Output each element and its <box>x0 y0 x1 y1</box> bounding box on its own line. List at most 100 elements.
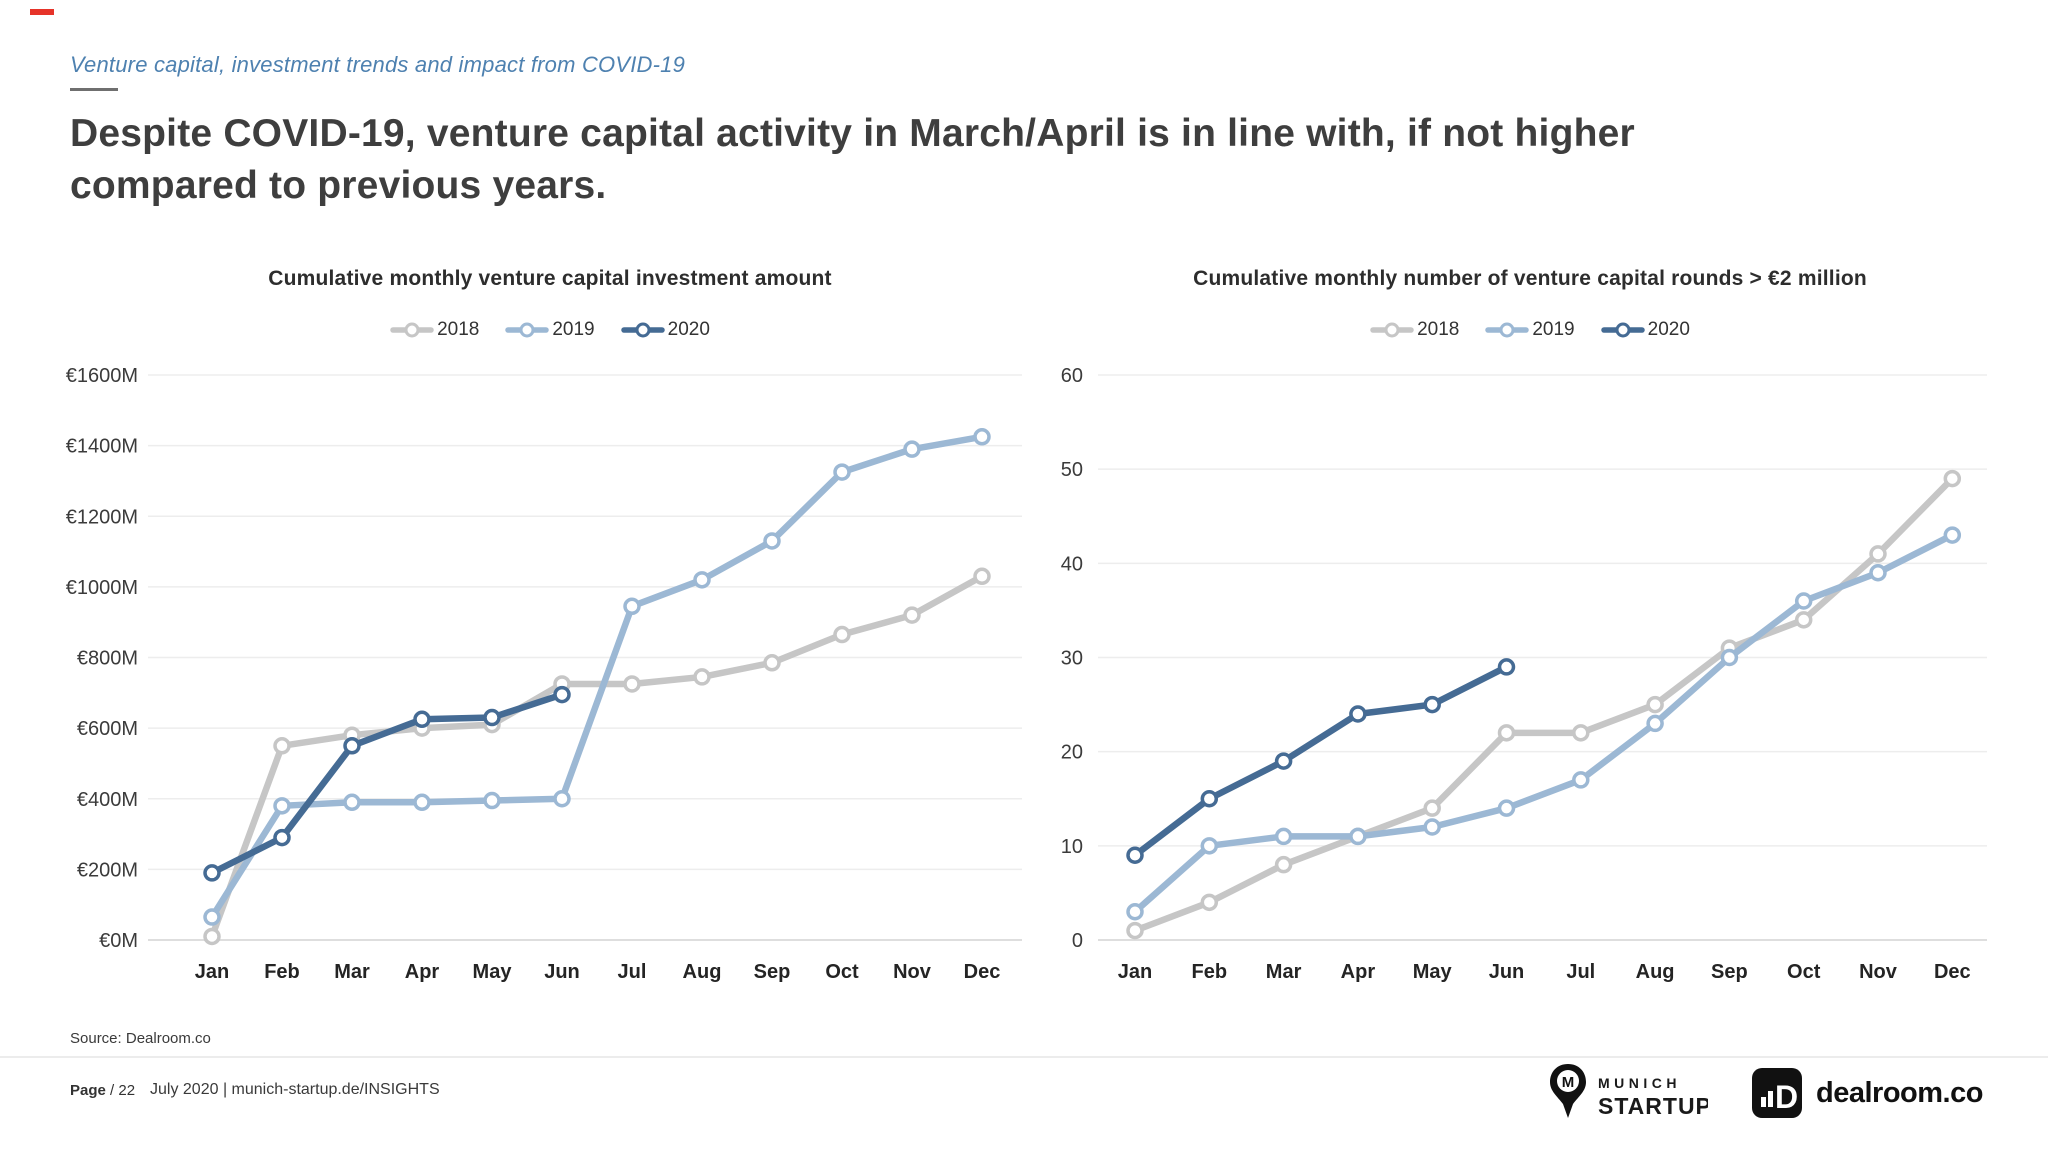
pin-letter: M <box>1562 1074 1575 1091</box>
x-axis-month-label: Sep <box>754 961 791 983</box>
data-point <box>483 791 501 810</box>
chart-title: Cumulative monthly venture capital inves… <box>268 267 832 290</box>
data-point <box>763 654 781 672</box>
y-axis-tick-label: 30 <box>1061 648 1083 670</box>
series-line-2018 <box>1131 475 1956 934</box>
y-axis-tick-label: 50 <box>1061 459 1083 481</box>
data-point <box>833 463 851 481</box>
y-axis-tick-label: €200M <box>77 859 138 881</box>
source-note: Source: Dealroom.co <box>70 1030 211 1047</box>
data-point <box>203 927 221 946</box>
dealroom-text: dealroom.co <box>1816 1076 1983 1109</box>
x-axis-month-label: Oct <box>1787 961 1821 983</box>
x-axis-month-label: Oct <box>825 961 859 983</box>
dealroom-logo: D dealroom.co <box>1752 1068 1983 1118</box>
y-axis-tick-label: 60 <box>1061 365 1083 387</box>
legend-label: 2018 <box>437 319 480 340</box>
legend-marker-icon <box>620 322 665 338</box>
data-point <box>413 793 431 812</box>
data-point <box>1423 799 1441 817</box>
y-axis-tick-label: €1600M <box>66 365 138 387</box>
startup-text: STARTUP <box>1598 1093 1708 1119</box>
x-axis-month-label: Aug <box>1636 961 1675 983</box>
legend-marker-icon <box>390 322 434 338</box>
legend-label: 2018 <box>1417 319 1460 340</box>
legend-item-2019: 2019 <box>505 319 595 341</box>
data-point <box>973 428 991 446</box>
data-point <box>1423 695 1441 714</box>
legend-item-2018: 2018 <box>1370 319 1459 341</box>
data-point <box>973 567 991 586</box>
chart-plot-area: €0M €200M €400M €600M €800M €1000M €1200M €1400… <box>60 360 1040 1015</box>
chart-investment-amount: Cumulative monthly venture capital inves… <box>60 255 1040 1035</box>
chart-rounds-count: Cumulative monthly number of venture cap… <box>1050 255 2010 1035</box>
x-axis-month-label: Jul <box>1566 961 1595 983</box>
series-line-2019 <box>1131 531 1956 915</box>
data-point <box>343 793 361 812</box>
legend-marker-icon <box>1485 322 1530 338</box>
x-axis-month-label: Aug <box>683 961 722 983</box>
x-axis-month-label: Apr <box>1341 961 1376 983</box>
data-point <box>1126 846 1144 864</box>
x-axis-month-label: Feb <box>1192 961 1228 983</box>
x-axis-month-label: Apr <box>405 961 440 983</box>
data-point <box>1572 724 1590 742</box>
legend-item-2018: 2018 <box>390 319 479 341</box>
data-point <box>273 737 291 755</box>
x-axis-month-label: Mar <box>1266 961 1302 983</box>
x-axis-month-label: Jan <box>1118 961 1152 983</box>
legend-item-2020: 2020 <box>1600 319 1690 341</box>
chart-plot-svg: 0 10 20 30 40 50 60 Jan Feb Mar Apr May Jun Jul Aug Sep… <box>1061 365 1987 983</box>
data-point <box>1646 714 1664 733</box>
legend-item-2019: 2019 <box>1485 319 1575 341</box>
munich-startup-logo: M MUNICH STARTUP <box>1548 1062 1711 1129</box>
data-point <box>553 685 571 704</box>
data-point <box>903 606 921 624</box>
data-point <box>1869 545 1887 563</box>
dealroom-icon: D <box>1752 1068 1802 1118</box>
data-point <box>273 828 291 847</box>
series-line-2020 <box>208 691 566 877</box>
data-point <box>1943 469 1962 488</box>
data-point <box>1126 921 1144 940</box>
dealroom-icon-letter: D <box>1775 1079 1798 1115</box>
page-title-line-2: compared to previous years. <box>70 164 607 207</box>
data-point <box>413 710 431 729</box>
data-point <box>203 864 221 882</box>
data-point <box>1200 893 1219 912</box>
x-axis-month-label: Sep <box>1711 961 1748 983</box>
data-point <box>1646 695 1664 714</box>
data-point <box>903 440 921 458</box>
chart-legend: 2018 2019 2020 <box>1050 319 2010 341</box>
x-axis-month-label: May <box>473 961 513 983</box>
x-axis-month-label: Dec <box>964 961 1001 983</box>
eyebrow-underline <box>70 88 118 91</box>
legend-marker-icon <box>1600 322 1645 338</box>
data-point <box>693 571 711 589</box>
data-point <box>833 625 851 644</box>
page-title: Despite COVID-19, venture capital activi… <box>70 108 1950 212</box>
data-point <box>553 790 571 808</box>
series-line-2019 <box>208 433 986 921</box>
y-axis-tick-label: 20 <box>1061 742 1083 764</box>
red-accent-mark <box>30 9 54 15</box>
legend-item-2020: 2020 <box>620 319 710 341</box>
chart-title: Cumulative monthly number of venture cap… <box>1193 267 1867 290</box>
data-point <box>1943 526 1962 544</box>
legend-label: 2019 <box>1532 319 1575 340</box>
data-point <box>1497 658 1516 676</box>
page-number: / 22 <box>110 1082 136 1099</box>
legend-label: 2019 <box>552 319 595 340</box>
y-axis-tick-label: €1200M <box>66 506 138 528</box>
y-axis-tick-label: €1400M <box>66 436 138 458</box>
data-point <box>203 908 221 926</box>
page-indicator: Page / 22 <box>70 1082 135 1099</box>
data-point <box>1126 903 1144 921</box>
y-axis-tick-label: €400M <box>77 789 138 811</box>
data-point <box>1349 705 1367 723</box>
y-axis-tick-label: €0M <box>99 930 138 952</box>
map-pin-icon: M <box>1550 1064 1586 1118</box>
data-point <box>1497 799 1516 817</box>
data-point <box>693 668 711 686</box>
